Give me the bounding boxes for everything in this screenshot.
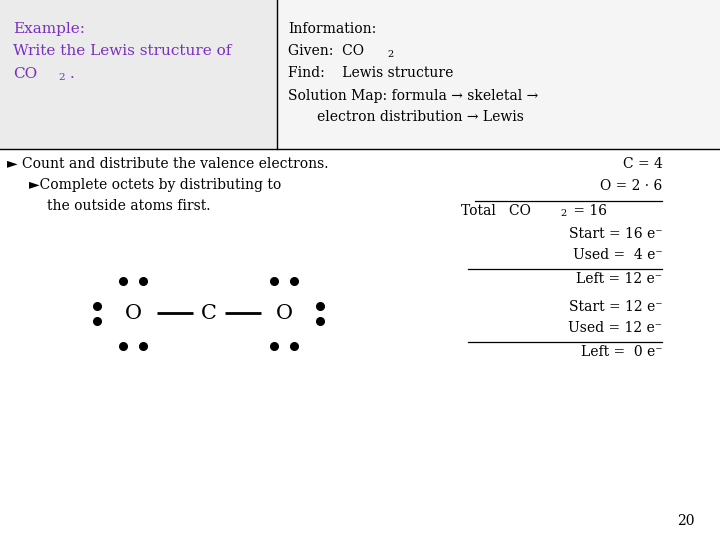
Text: Write the Lewis structure of: Write the Lewis structure of xyxy=(13,44,231,58)
Text: Left =  0 e⁻: Left = 0 e⁻ xyxy=(581,345,662,359)
Text: ►Complete octets by distributing to: ►Complete octets by distributing to xyxy=(29,178,281,192)
Text: the outside atoms first.: the outside atoms first. xyxy=(47,199,210,213)
Text: Information:: Information: xyxy=(288,22,377,36)
Text: 20: 20 xyxy=(678,514,695,528)
Text: Example:: Example: xyxy=(13,22,85,36)
Text: = 16: = 16 xyxy=(569,204,607,218)
Text: Given:  CO: Given: CO xyxy=(288,44,364,58)
Text: Used = 12 e⁻: Used = 12 e⁻ xyxy=(568,321,662,335)
Text: C = 4: C = 4 xyxy=(623,157,662,171)
Bar xyxy=(0,0,277,148)
Text: electron distribution → Lewis: electron distribution → Lewis xyxy=(317,110,523,124)
Text: 2: 2 xyxy=(58,73,65,82)
Text: Start = 16 e⁻: Start = 16 e⁻ xyxy=(569,227,662,241)
Text: Total   CO: Total CO xyxy=(461,204,531,218)
Text: O: O xyxy=(276,303,293,323)
Text: C: C xyxy=(201,303,217,323)
Text: Left = 12 e⁻: Left = 12 e⁻ xyxy=(576,272,662,286)
Text: O: O xyxy=(125,303,142,323)
Text: O = 2 · 6: O = 2 · 6 xyxy=(600,179,662,193)
Text: Find:    Lewis structure: Find: Lewis structure xyxy=(288,66,454,80)
Text: Start = 12 e⁻: Start = 12 e⁻ xyxy=(569,300,662,314)
Text: 2: 2 xyxy=(387,50,394,59)
Text: Used =  4 e⁻: Used = 4 e⁻ xyxy=(572,248,662,262)
Text: .: . xyxy=(70,67,75,81)
Text: ► Count and distribute the valence electrons.: ► Count and distribute the valence elect… xyxy=(7,157,329,171)
Text: Solution Map: formula → skeletal →: Solution Map: formula → skeletal → xyxy=(288,89,539,103)
Text: 2: 2 xyxy=(560,209,567,218)
Bar xyxy=(277,0,720,148)
Text: CO: CO xyxy=(13,67,37,81)
